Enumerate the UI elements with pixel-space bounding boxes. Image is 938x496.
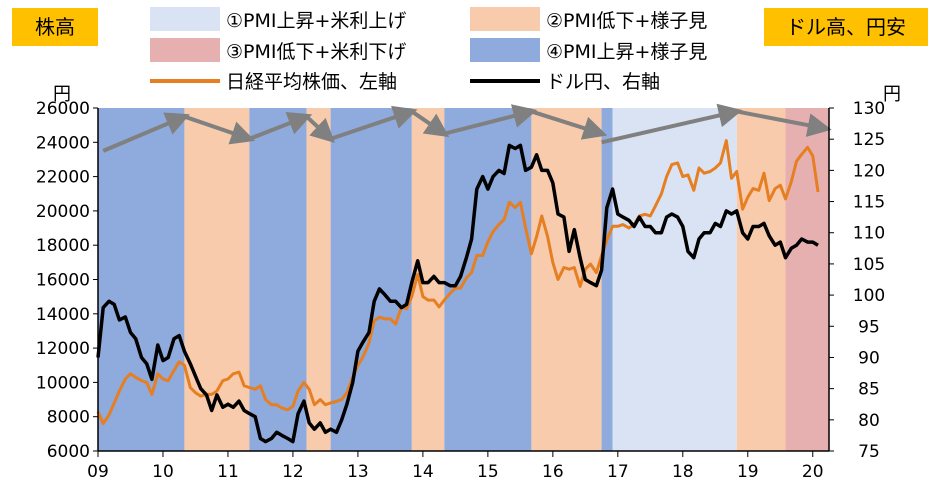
right-tick-label-10: 125 [853, 130, 885, 150]
legend-label-usdjpy: ドル円、右軸 [546, 71, 660, 93]
right-tick-label-9: 120 [853, 161, 885, 181]
x-tick-label-6: 15 [477, 462, 499, 482]
x-axis-ticks: 09 10 11 12 13 14 15 16 17 18 19 20 [87, 451, 824, 482]
left-axis-ticks: 6000 8000 10000 12000 14000 16000 18000 20000 22… [36, 99, 98, 462]
x-tick-label-4: 13 [347, 462, 369, 482]
x-tick-label-11: 20 [802, 462, 824, 482]
right-axis-unit: 円 [883, 84, 901, 105]
left-badge [12, 8, 98, 46]
right-tick-label-1: 80 [858, 411, 880, 431]
legend-label-phase1: ①PMI上昇+米利上げ [226, 10, 406, 32]
x-tick-label-2: 11 [217, 462, 239, 482]
trend-arrow-5 [410, 109, 450, 138]
x-tick-label-9: 18 [672, 462, 694, 482]
right-tick-label-6: 105 [853, 255, 885, 275]
phase-band-7 [531, 108, 602, 451]
left-tick-label-3: 12000 [36, 339, 90, 359]
trend-arrow-4 [329, 105, 418, 141]
left-tick-label-2: 10000 [36, 373, 90, 393]
trend-arrow-8 [601, 103, 743, 145]
x-tick-label-3: 12 [282, 462, 304, 482]
phase-band-10 [736, 108, 786, 451]
trend-arrow-1 [183, 114, 256, 145]
trend-arrow-7 [530, 109, 608, 140]
x-tick-label-5: 14 [412, 462, 434, 482]
right-tick-label-4: 95 [858, 317, 880, 337]
phase-band-4 [330, 108, 412, 451]
right-tick-label-5: 100 [853, 286, 885, 306]
right-tick-label-11: 130 [853, 99, 885, 119]
usdjpy-line [96, 143, 819, 444]
phase-band-0 [98, 108, 185, 451]
phase-band-11 [785, 108, 829, 451]
left-badge-label: 株高 [35, 15, 75, 39]
x-tick-label-0: 09 [87, 462, 109, 482]
right-tick-label-7: 110 [853, 224, 885, 244]
x-tick-label-1: 10 [152, 462, 174, 482]
x-tick-label-8: 17 [607, 462, 629, 482]
right-tick-label-0: 75 [858, 442, 880, 462]
left-tick-label-9: 24000 [36, 133, 90, 153]
left-tick-label-7: 20000 [36, 202, 90, 222]
left-tick-label-1: 8000 [47, 408, 90, 428]
left-tick-label-10: 26000 [36, 99, 90, 119]
legend-label-phase2: ②PMI低下+様子見 [546, 10, 707, 32]
left-tick-label-8: 22000 [36, 168, 90, 188]
legend-label-nikkei: 日経平均株価、左軸 [226, 71, 397, 93]
legend: ①PMI上昇+米利上げ ②PMI低下+様子見 ③PMI低下+米利下げ ④PMI上… [150, 7, 707, 93]
trend-arrow-0 [102, 112, 190, 153]
right-tick-label-3: 90 [858, 348, 880, 368]
x-tick-label-7: 16 [542, 462, 564, 482]
legend-swatch-phase1 [150, 7, 220, 31]
x-tick-label-10: 19 [737, 462, 759, 482]
left-axis-unit: 円 [53, 84, 71, 105]
trend-arrow-6 [443, 104, 538, 136]
right-tick-label-2: 85 [858, 380, 880, 400]
nikkei-line [96, 139, 820, 426]
right-axis-ticks: 75 80 85 90 95 100 105 110 115 120 125 130 [829, 99, 885, 462]
left-tick-label-6: 18000 [36, 236, 90, 256]
left-tick-label-4: 14000 [36, 305, 90, 325]
legend-label-phase3: ③PMI低下+米利下げ [226, 41, 406, 63]
series-lines [96, 139, 820, 444]
right-tick-label-8: 115 [853, 193, 885, 213]
legend-label-phase4: ④PMI上昇+様子見 [546, 41, 707, 63]
trend-arrows [102, 103, 832, 153]
trend-arrow-3 [305, 115, 336, 143]
left-tick-label-5: 16000 [36, 271, 90, 291]
right-badge [764, 8, 928, 46]
left-tick-label-0: 6000 [47, 442, 90, 462]
legend-swatch-phase3 [150, 38, 220, 62]
phase-band-2 [249, 108, 307, 451]
legend-swatch-phase4 [470, 38, 540, 62]
trend-arrow-2 [248, 111, 313, 141]
legend-swatch-phase2 [470, 7, 540, 31]
right-badge-label: ドル高、円安 [786, 15, 906, 39]
phase-band-8 [601, 108, 613, 451]
phase-band-9 [612, 108, 737, 451]
trend-arrow-9 [736, 109, 832, 137]
